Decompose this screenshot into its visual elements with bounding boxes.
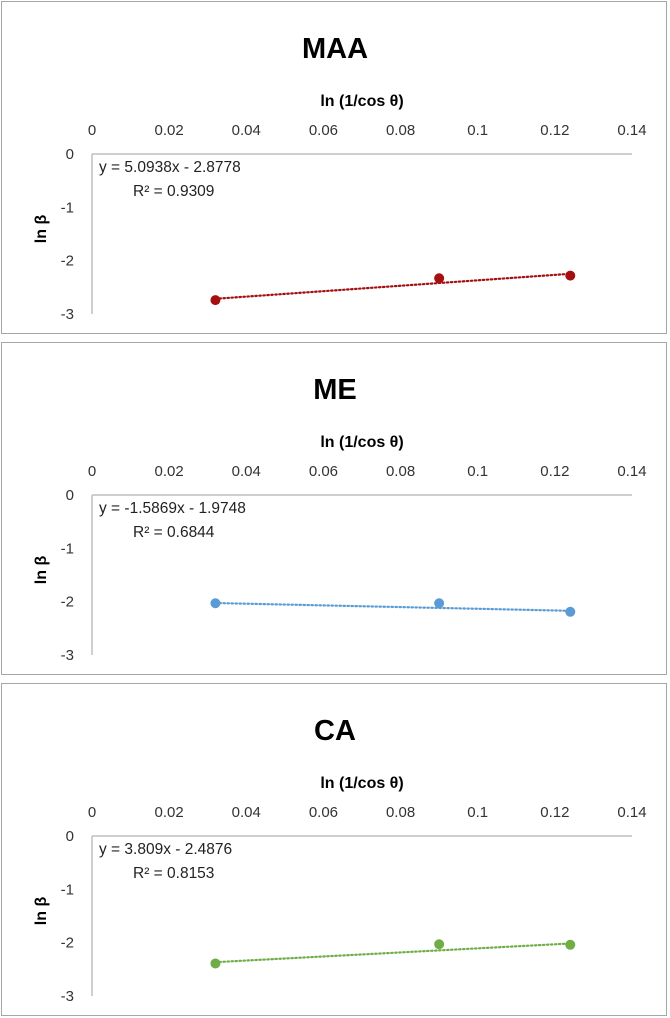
chart-svg: ME ln (1/cos θ) ln β 0 0.02 0.04 0.06 0.08 0.1 0.… (33, 374, 647, 664)
chart-panel-maa: MAA ln (1/cos θ) ln β 0 0.02 0.04 0.06 0.08 0.1 0… (1, 1, 667, 334)
x-tick-label: 0 (88, 804, 96, 821)
x-tick-label: 0.04 (232, 804, 261, 821)
x-tick-label: 0.06 (309, 122, 338, 139)
x-tick-label: 0.1 (467, 804, 488, 821)
trendline-equation: y = 3.809x - 2.4876 (99, 841, 232, 858)
data-point (565, 939, 576, 950)
x-tick-label: 0.06 (309, 463, 338, 480)
x-tick-label: 0.04 (232, 463, 261, 480)
y-tick-label: -3 (61, 988, 74, 1005)
x-tick-label: 0.08 (386, 122, 415, 139)
y-tick-label: 0 (66, 828, 74, 845)
trendline (214, 272, 572, 300)
x-tick-label: 0.02 (155, 463, 184, 480)
y-tick-label: 0 (66, 487, 74, 504)
chart-title: ME (313, 374, 357, 406)
x-tick-label: 0.1 (467, 463, 488, 480)
x-tick-label: 0.08 (386, 804, 415, 821)
chart-panel-me: ME ln (1/cos θ) ln β 0 0.02 0.04 0.06 0.08 0.1 0.… (1, 342, 667, 675)
chart-panel-ca: CA ln (1/cos θ) ln β 0 0.02 0.04 0.06 0.08 0.1 0.… (1, 683, 667, 1016)
x-tick-label: 0.14 (617, 804, 646, 821)
y-tick-label: -1 (61, 881, 74, 898)
chart-title: CA (314, 715, 356, 747)
chart-svg: CA ln (1/cos θ) ln β 0 0.02 0.04 0.06 0.08 0.1 0.… (33, 715, 647, 1005)
x-tick-label: 0.14 (617, 122, 646, 139)
y-axis-title: ln β (33, 897, 50, 926)
data-point (434, 273, 445, 284)
x-axis-title: ln (1/cos θ) (320, 434, 403, 451)
data-point (434, 598, 445, 609)
x-axis-title: ln (1/cos θ) (320, 775, 403, 792)
chart-svg: MAA ln (1/cos θ) ln β 0 0.02 0.04 0.06 0.08 0.1 0… (33, 33, 647, 323)
x-tick-label: 0.12 (540, 804, 569, 821)
y-tick-label: -2 (61, 935, 74, 952)
y-tick-label: -1 (61, 199, 74, 216)
y-tick-label: -2 (61, 253, 74, 270)
y-tick-label: -2 (61, 594, 74, 611)
x-tick-label: 0.06 (309, 804, 338, 821)
data-point (210, 958, 221, 969)
x-tick-label: 0.12 (540, 122, 569, 139)
r-squared-label: R² = 0.9309 (133, 183, 214, 200)
trendline (214, 942, 572, 964)
x-tick-label: 0 (88, 122, 96, 139)
r-squared-label: R² = 0.6844 (133, 524, 215, 541)
x-tick-label: 0.04 (232, 122, 261, 139)
y-tick-label: -1 (61, 540, 74, 557)
trendline (214, 601, 572, 612)
x-tick-label: 0.02 (155, 122, 184, 139)
data-point (210, 598, 221, 609)
r-squared-label: R² = 0.8153 (133, 865, 214, 882)
x-tick-label: 0.12 (540, 463, 569, 480)
trendline-equation: y = 5.0938x - 2.8778 (99, 159, 241, 176)
data-point (210, 295, 221, 306)
y-axis-title: ln β (33, 556, 50, 585)
y-axis-title: ln β (33, 215, 50, 244)
x-tick-label: 0.02 (155, 804, 184, 821)
data-point (434, 939, 445, 950)
data-point (565, 606, 576, 617)
data-point (565, 270, 576, 281)
y-tick-label: -3 (61, 306, 74, 323)
x-axis-title: ln (1/cos θ) (320, 93, 403, 110)
trendline-equation: y = -1.5869x - 1.9748 (99, 500, 246, 517)
y-tick-label: -3 (61, 647, 74, 664)
x-tick-label: 0.14 (617, 463, 646, 480)
chart-title: MAA (302, 33, 368, 65)
y-tick-label: 0 (66, 146, 74, 163)
x-tick-label: 0 (88, 463, 96, 480)
x-tick-label: 0.1 (467, 122, 488, 139)
x-tick-label: 0.08 (386, 463, 415, 480)
